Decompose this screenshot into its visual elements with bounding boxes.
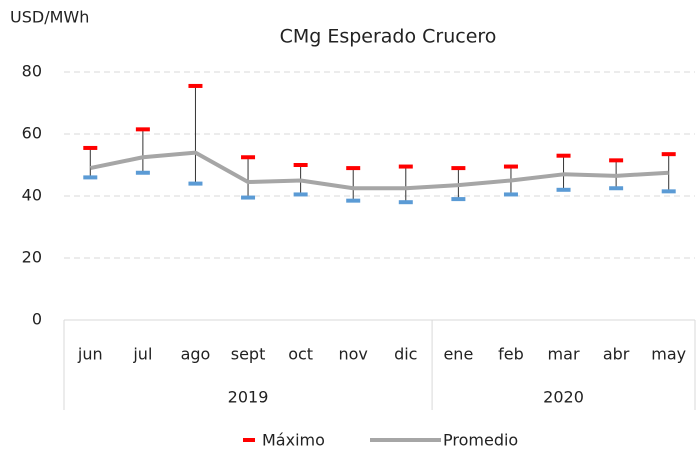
max-cap	[135, 127, 150, 132]
min-cap	[293, 192, 308, 197]
y-tick-label: 0	[32, 310, 42, 329]
min-cap	[135, 170, 150, 175]
max-cap	[661, 152, 676, 157]
x-tick-label: sept	[231, 345, 266, 364]
max-cap	[503, 164, 518, 169]
min-cap	[398, 200, 413, 205]
x-tick-label: feb	[498, 345, 524, 364]
min-cap	[556, 187, 571, 192]
min-cap	[241, 195, 256, 200]
y-axis-title: USD/MWh	[10, 8, 89, 27]
min-cap	[609, 186, 624, 191]
min-cap	[661, 189, 676, 194]
x-tick-label: ago	[181, 345, 211, 364]
x-tick-label: abr	[603, 345, 630, 364]
x-tick-label: jul	[132, 345, 152, 364]
x-tick-label: ene	[443, 345, 473, 364]
legend-symbol	[243, 438, 255, 442]
min-cap	[188, 181, 203, 186]
x-tick-label: dic	[394, 345, 417, 364]
max-cap	[451, 166, 466, 171]
x-tick-label: mar	[548, 345, 580, 364]
max-cap	[346, 166, 361, 171]
legend-label: Promedio	[443, 431, 518, 450]
max-cap	[83, 145, 98, 150]
y-tick-label: 40	[22, 186, 42, 205]
x-tick-label: oct	[288, 345, 313, 364]
average-line	[89, 150, 669, 191]
x-tick-label: jun	[77, 345, 103, 364]
max-cap	[398, 164, 413, 169]
min-cap	[451, 197, 466, 202]
max-cap	[556, 153, 571, 158]
y-tick-label: 20	[22, 248, 42, 267]
y-tick-label: 80	[22, 62, 42, 81]
x-tick-label: nov	[339, 345, 368, 364]
max-cap	[188, 83, 203, 88]
max-cap	[241, 155, 256, 160]
legend-label: Máximo	[262, 431, 325, 450]
chart-title: CMg Esperado Crucero	[280, 26, 497, 48]
max-cap	[293, 163, 308, 167]
x-tick-label: may	[651, 345, 686, 364]
group-label: 2020	[543, 388, 584, 407]
y-tick-label: 60	[22, 124, 42, 143]
max-cap	[609, 158, 624, 163]
min-cap	[503, 192, 518, 197]
min-cap	[83, 175, 98, 180]
group-label: 2019	[228, 388, 269, 407]
min-cap	[346, 198, 361, 203]
